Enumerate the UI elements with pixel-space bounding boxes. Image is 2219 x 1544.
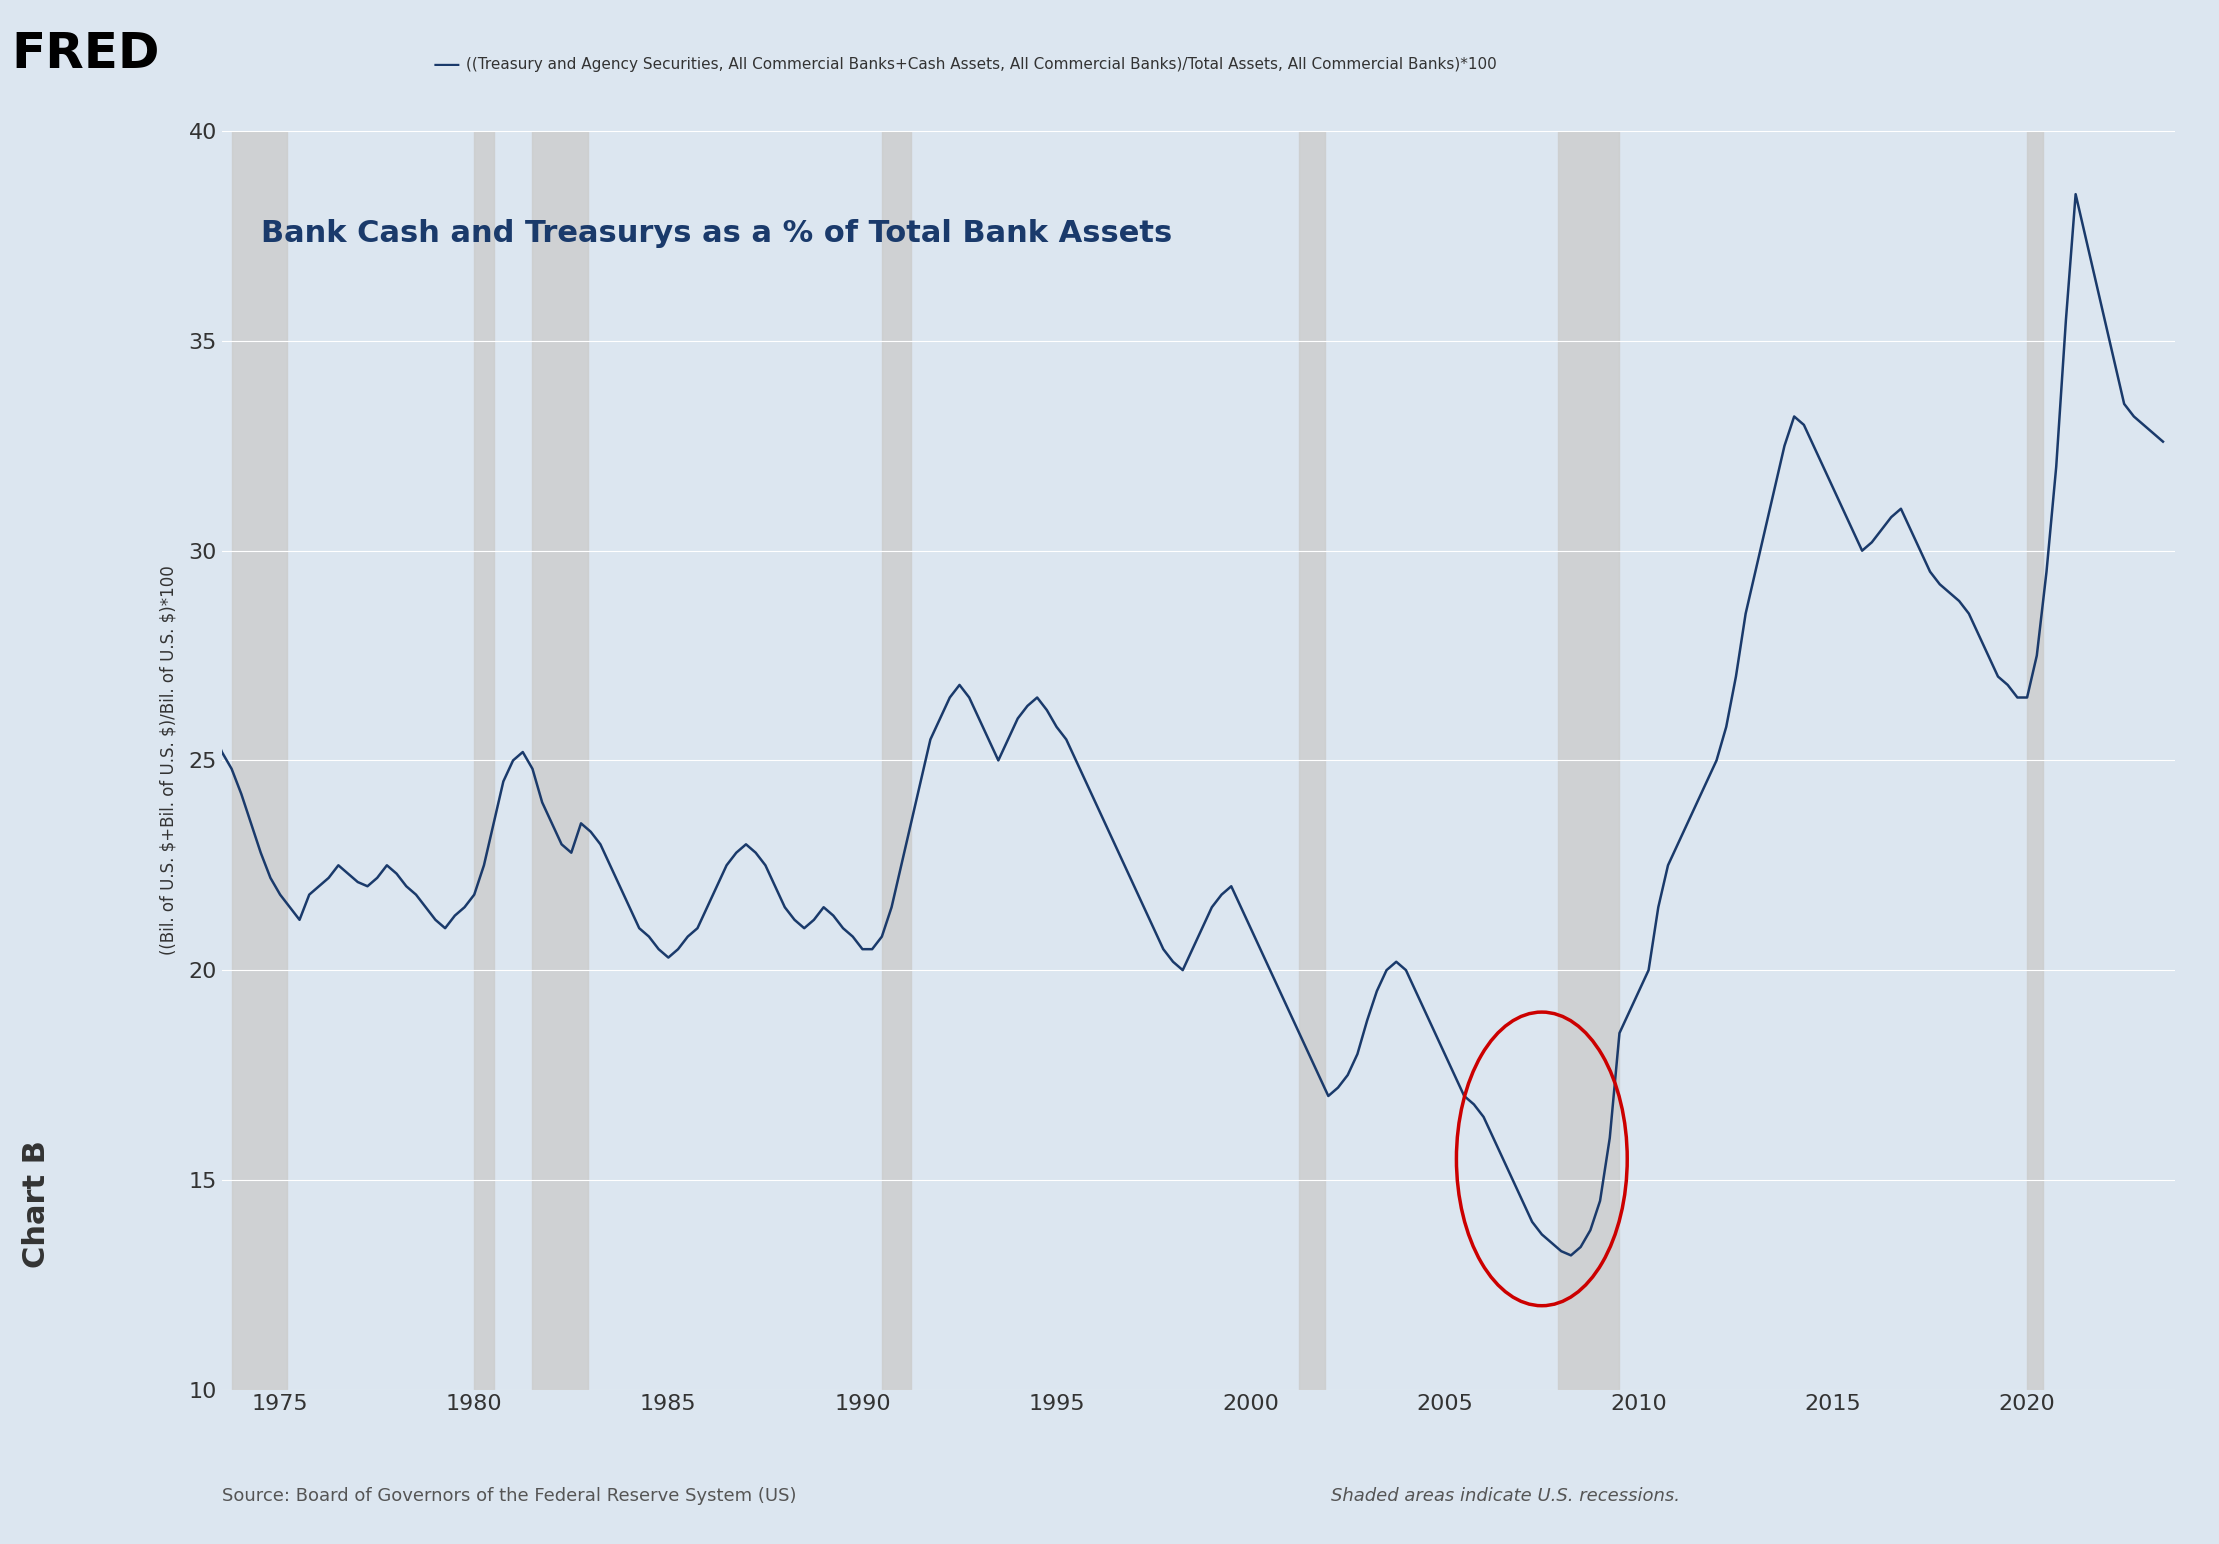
Bar: [881, 131, 912, 1390]
Text: Bank Cash and Treasurys as a % of Total Bank Assets: Bank Cash and Treasurys as a % of Total …: [262, 219, 1172, 249]
Text: ((Treasury and Agency Securities, All Commercial Banks+Cash Assets, All Commerci: ((Treasury and Agency Securities, All Co…: [466, 57, 1498, 73]
Y-axis label: ((Bil. of U.S. $+Bil. of U.S. $)/Bil. of U.S. $)*100: ((Bil. of U.S. $+Bil. of U.S. $)/Bil. of…: [160, 565, 178, 956]
Bar: [2028, 131, 2044, 1390]
Bar: [1298, 131, 1325, 1390]
Bar: [1558, 131, 1620, 1390]
Text: Chart B: Chart B: [22, 1141, 51, 1268]
Bar: [475, 131, 493, 1390]
Bar: [231, 131, 286, 1390]
Text: Source: Board of Governors of the Federal Reserve System (US): Source: Board of Governors of the Federa…: [222, 1487, 797, 1505]
Text: FRED: FRED: [11, 29, 160, 79]
Text: —: —: [433, 51, 462, 79]
Bar: [533, 131, 588, 1390]
Text: Shaded areas indicate U.S. recessions.: Shaded areas indicate U.S. recessions.: [1331, 1487, 1680, 1505]
